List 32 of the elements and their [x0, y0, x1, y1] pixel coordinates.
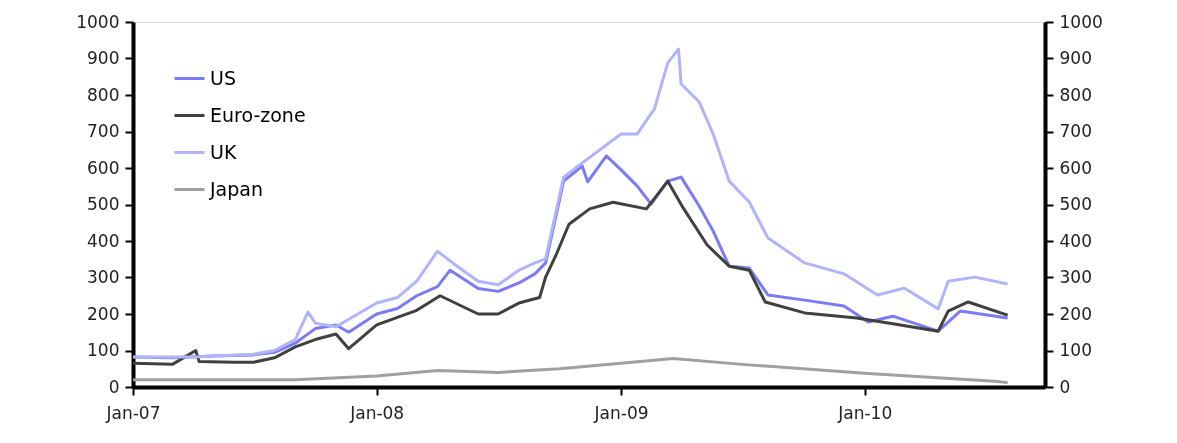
y-tick-label: 800	[87, 84, 120, 105]
y2-tick-label: 1000	[1059, 11, 1103, 32]
y-tick-label: 1000	[76, 11, 120, 32]
y2-tick-label: 600	[1059, 157, 1092, 178]
x-tick-label: Jan-10	[837, 402, 893, 423]
legend-label: Japan	[209, 177, 263, 200]
y-tick-label: 0	[108, 376, 120, 397]
y-tick-label: 200	[87, 303, 120, 324]
y2-tick-label: 200	[1059, 303, 1092, 324]
y-tick-label: 300	[87, 267, 120, 287]
y2-tick-label: 300	[1059, 267, 1092, 287]
line-series	[131, 357, 1010, 385]
y-tick-label: 600	[87, 157, 120, 178]
y2-tick-label: 500	[1059, 194, 1092, 214]
y-tick-label: 900	[87, 48, 120, 68]
y2-tick-label: 400	[1059, 230, 1092, 251]
line-series	[131, 47, 1010, 359]
legend-label: UK	[210, 140, 237, 163]
y2-tick-label: 100	[1059, 340, 1092, 360]
y2-tick-label: 800	[1059, 84, 1092, 105]
y2-tick-label: 700	[1059, 121, 1092, 141]
x-tick-label: Jan-09	[593, 402, 649, 423]
x-tick-label: Jan-08	[349, 402, 405, 423]
legend-label: Euro-zone	[210, 103, 306, 126]
y-tick-label: 100	[87, 340, 120, 360]
x-tick-label: Jan-07	[105, 402, 161, 423]
y2-tick-label: 0	[1059, 376, 1071, 397]
legend-label: US	[210, 66, 236, 89]
y-tick-label: 500	[87, 194, 120, 214]
y-tick-label: 700	[87, 121, 120, 141]
y-tick-label: 400	[87, 230, 120, 251]
y2-tick-label: 900	[1059, 48, 1092, 68]
